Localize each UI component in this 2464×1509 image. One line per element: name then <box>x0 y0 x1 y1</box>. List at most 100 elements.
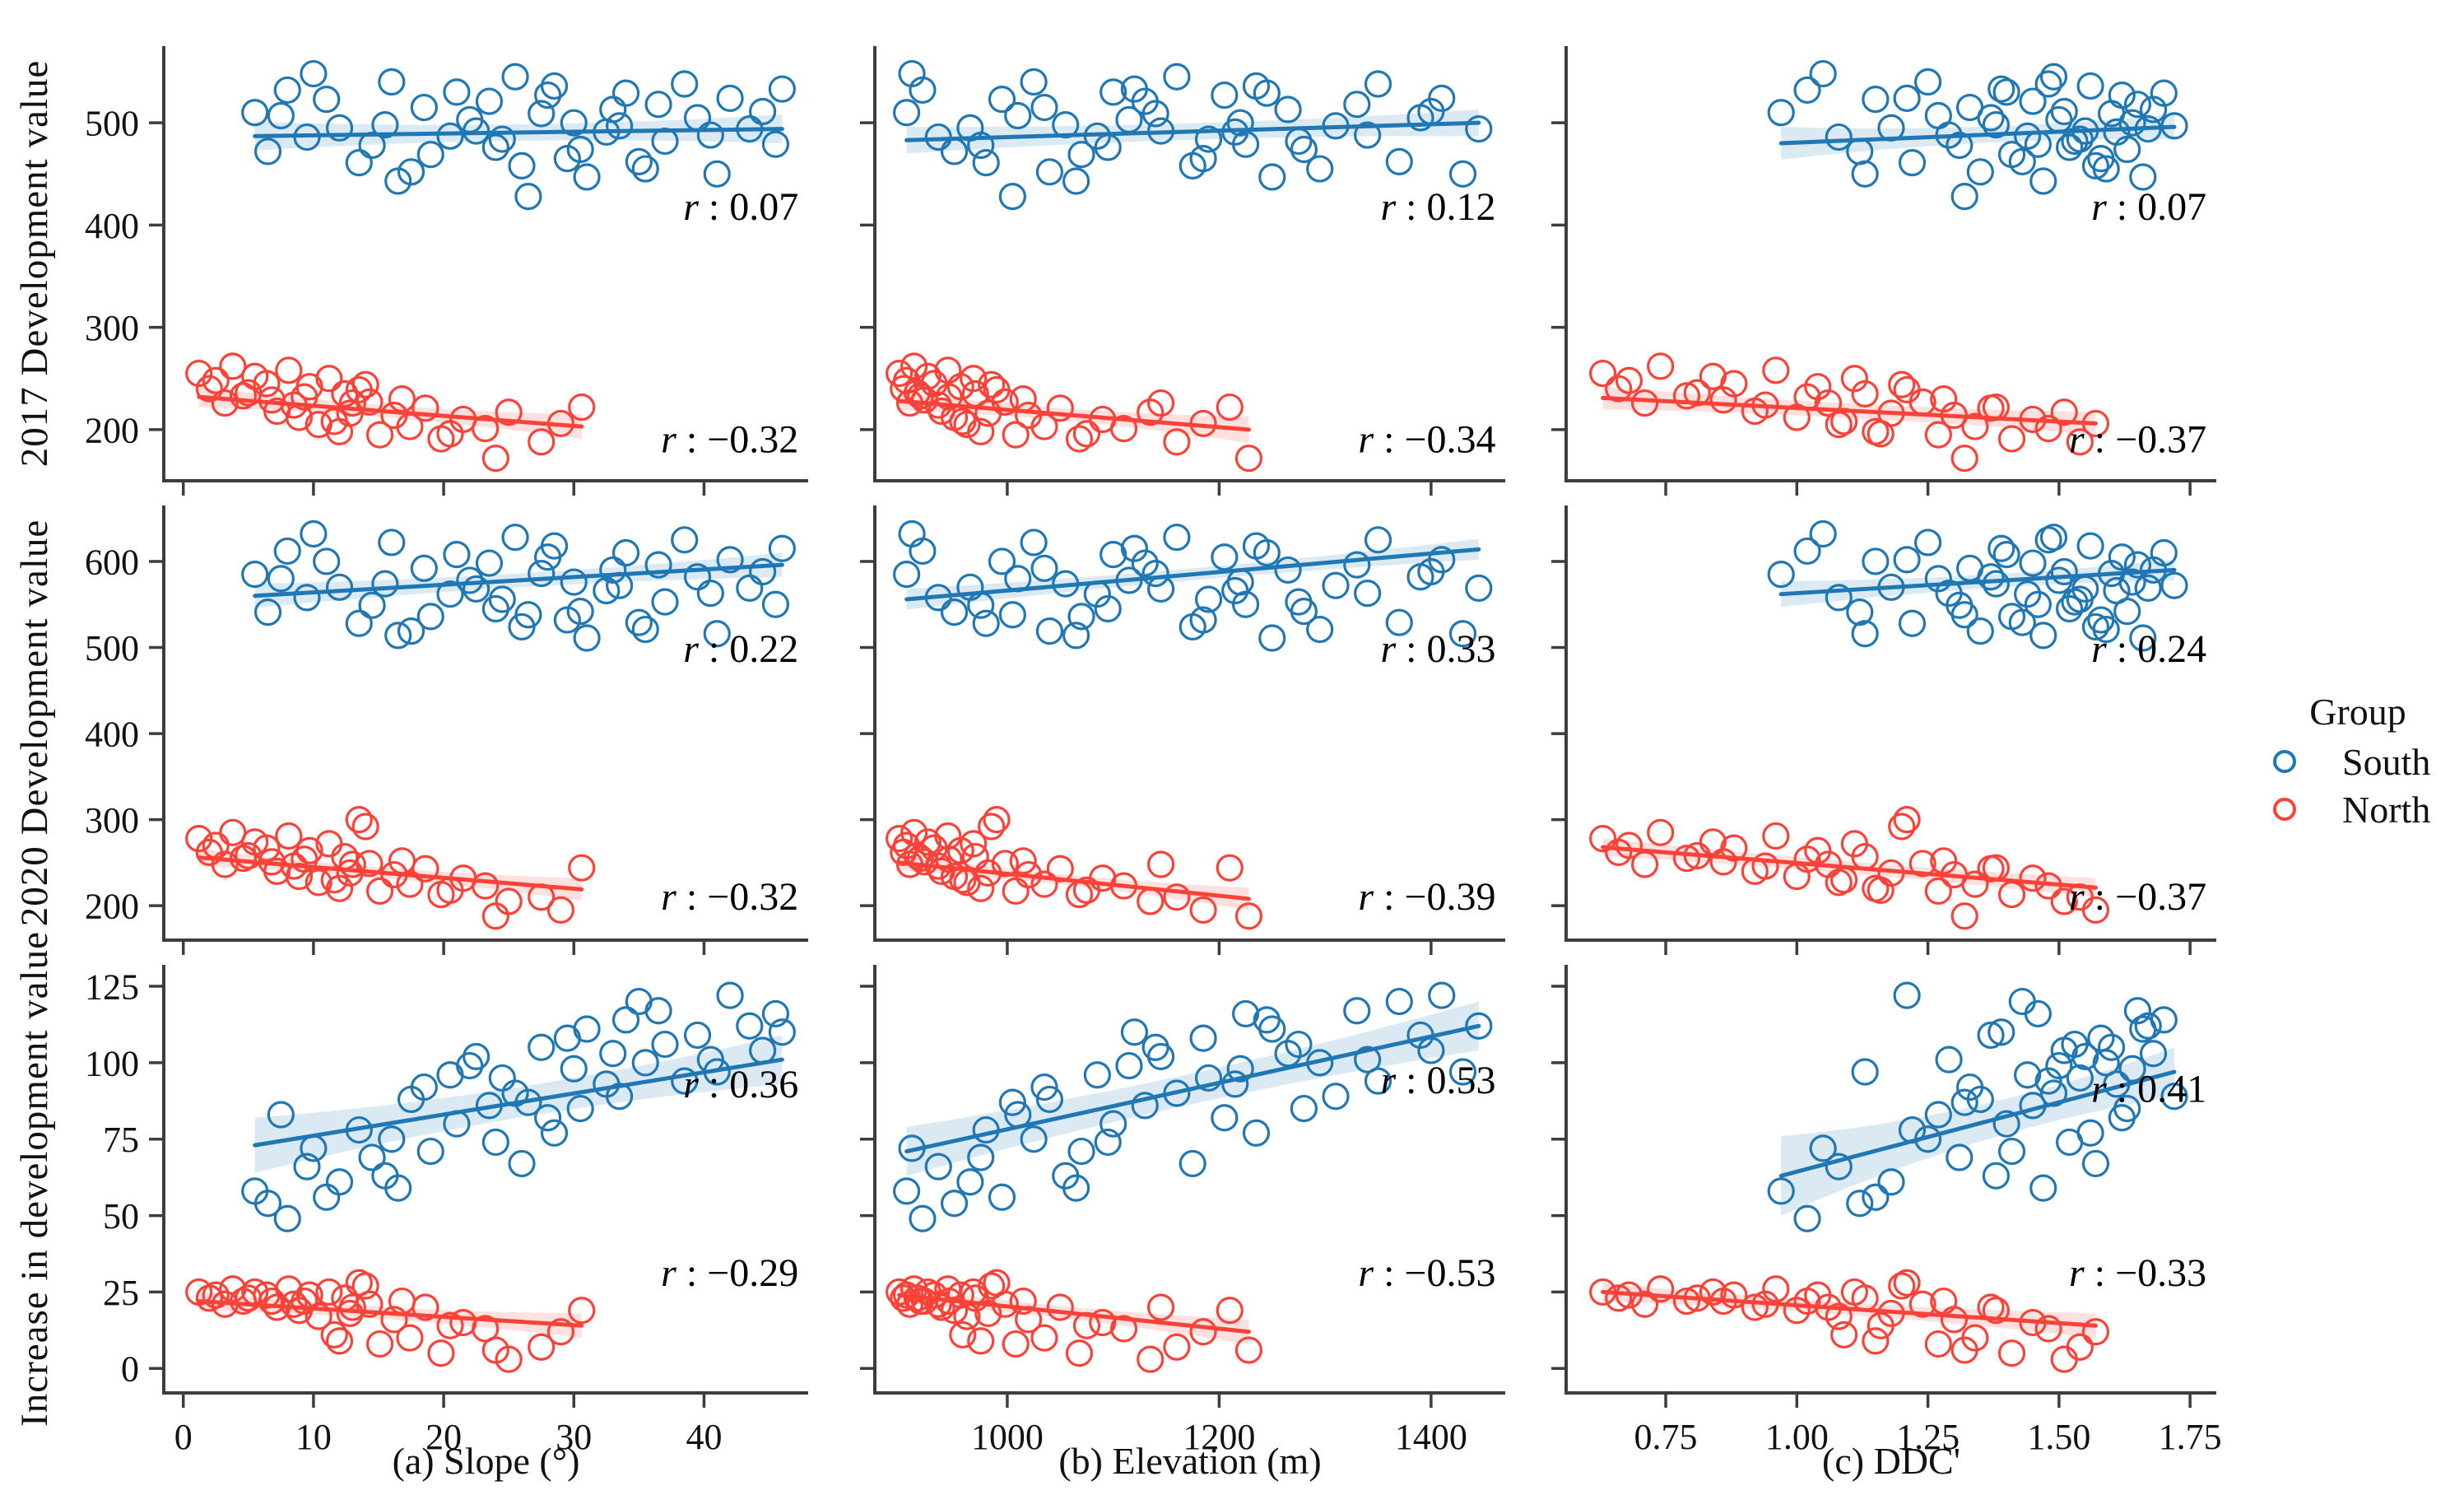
scatter-point-north <box>1888 370 1916 398</box>
scatter-point-south <box>378 529 406 557</box>
scatter-point-south <box>998 1088 1026 1116</box>
scatter-point-north <box>1137 398 1165 426</box>
scatter-point-north <box>1982 854 2011 882</box>
scatter-point-north <box>1672 1287 1701 1316</box>
scatter-point-south <box>644 997 672 1025</box>
scatter-point-south <box>1062 1174 1090 1202</box>
scatter-point-south <box>1290 1094 1318 1123</box>
scatter-point-south <box>1913 1125 1942 1153</box>
scatter-point-south <box>2008 147 2036 175</box>
scatter-point-north <box>1783 1297 1811 1325</box>
scatter-point-south <box>703 620 731 648</box>
x-tick-label: 40 <box>686 1417 722 1457</box>
scatter-point-north <box>258 1287 286 1316</box>
panel-svg-c-increase: 0.75 1.00 1.25 1.50 1.75 r : 0.41 r : −0.33 <box>1551 965 2222 1457</box>
scatter-point-north <box>351 1272 379 1300</box>
scatter-point-south <box>1115 566 1143 594</box>
scatter-point-north <box>1630 850 1659 878</box>
scatter-point-south <box>1385 987 1413 1016</box>
scatter-point-north <box>331 1284 359 1312</box>
scatter-point-north <box>1908 388 1936 416</box>
scatter-point-south <box>1067 603 1095 631</box>
scatter-point-north <box>1814 1293 1843 1321</box>
scatter-point-north <box>1851 842 1879 871</box>
scatter-point-south <box>463 1042 490 1071</box>
scatter-point-south <box>625 987 653 1016</box>
r-value-south: r : 0.07 <box>2091 185 2206 229</box>
scatter-point-north <box>1930 385 1958 413</box>
scatter-point-south <box>1115 105 1143 134</box>
scatter-point-south <box>1767 561 1795 589</box>
scatter-point-south <box>463 575 490 603</box>
scatter-point-north <box>1867 1311 1894 1339</box>
scatter-point-south <box>410 93 438 122</box>
scatter-point-south <box>514 183 542 211</box>
scatter-point-south <box>898 1134 926 1162</box>
scatter-point-south <box>1417 97 1445 126</box>
scatter-point-south <box>1189 606 1217 634</box>
scatter-point-north <box>1216 1297 1244 1325</box>
x-tick-label: 1.50 <box>2027 1417 2090 1457</box>
y-tick-label: 300 <box>85 308 139 348</box>
r-value-north: r : −0.34 <box>1358 418 1495 462</box>
scatter-point-south <box>1258 163 1286 191</box>
scatter-point-north <box>949 408 977 435</box>
scatter-point-south <box>1767 1177 1795 1205</box>
trend-line-south <box>253 562 784 598</box>
r-value-north: r : −0.32 <box>661 418 798 462</box>
scatter-point-south <box>1285 1030 1313 1059</box>
scatter-point-south <box>2081 151 2110 179</box>
scatter-point-north <box>356 1290 384 1318</box>
scatter-point-south <box>1030 93 1058 122</box>
scatter-point-north <box>2066 428 2094 456</box>
scatter-point-north <box>1814 389 1843 417</box>
scatter-point-south <box>599 1040 627 1068</box>
panel-c-2017: r : 0.07 r : −0.37 <box>1551 46 2216 496</box>
scatter-point-south <box>1322 1083 1350 1111</box>
scatter-point-north <box>1851 380 1879 408</box>
scatter-point-north <box>1163 883 1191 911</box>
scatter-point-north <box>1867 876 1894 904</box>
scatter-point-south <box>644 551 672 579</box>
scatter-point-south <box>345 1115 373 1144</box>
scatter-point-south <box>1364 70 1392 98</box>
scatter-point-south <box>1809 519 1837 548</box>
scatter-point-south <box>1274 556 1302 585</box>
scatter-point-north <box>1072 420 1101 448</box>
scatter-point-south <box>1141 1033 1169 1061</box>
scatter-point-south <box>1141 100 1169 128</box>
scatter-point-north <box>568 854 596 882</box>
scatter-point-south <box>416 1137 444 1166</box>
scatter-point-south <box>267 1101 295 1129</box>
scatter-point-north <box>427 425 455 453</box>
scatter-point-north <box>495 398 523 426</box>
scatter-point-north <box>983 806 1011 834</box>
scatter-point-south <box>972 149 1000 177</box>
scatter-point-south <box>671 70 699 98</box>
scatter-point-north <box>315 1278 343 1306</box>
scatter-point-south <box>1977 104 2005 132</box>
scatter-point-south <box>560 1055 588 1083</box>
scatter-point-south <box>1035 158 1064 186</box>
scatter-point-south <box>1946 1143 1974 1171</box>
scatter-point-north <box>1234 902 1263 930</box>
scatter-point-south <box>2134 574 2162 602</box>
scatter-point-south <box>1862 547 1890 575</box>
scatter-point-north <box>1741 1293 1769 1321</box>
scatter-point-south <box>1120 534 1149 562</box>
scatter-point-north <box>1588 825 1617 853</box>
scatter-point-south <box>909 1204 937 1232</box>
scatter-point-south <box>1862 86 1890 114</box>
scatter-point-north <box>325 1327 354 1355</box>
scatter-point-south <box>1417 557 1445 586</box>
scatter-point-south <box>1977 1021 2005 1050</box>
scatter-point-south <box>1062 167 1090 195</box>
scatter-point-south <box>358 131 386 160</box>
scatter-point-north <box>427 1339 455 1367</box>
scatter-point-south <box>1094 594 1122 623</box>
scatter-point-north <box>1930 847 1958 875</box>
scatter-point-north <box>1234 1336 1263 1364</box>
scatter-point-north <box>953 411 981 439</box>
r-value-north: r : −0.32 <box>661 875 798 919</box>
scatter-point-south <box>1385 147 1413 175</box>
